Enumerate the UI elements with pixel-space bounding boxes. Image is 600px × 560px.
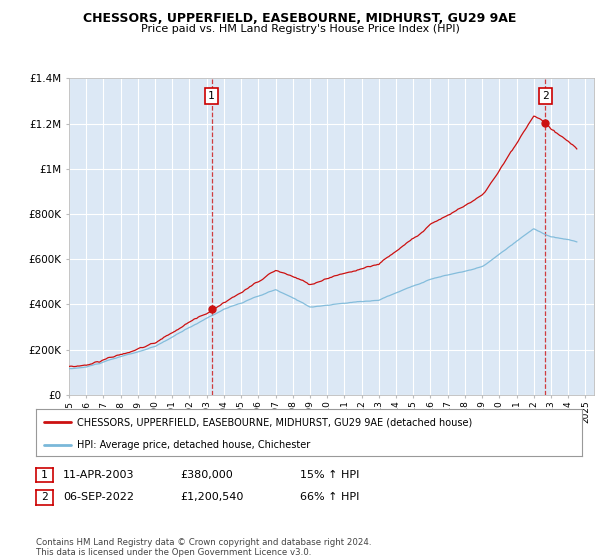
Text: 11-APR-2003: 11-APR-2003 (63, 470, 134, 480)
Text: 2: 2 (542, 91, 549, 101)
Text: CHESSORS, UPPERFIELD, EASEBOURNE, MIDHURST, GU29 9AE: CHESSORS, UPPERFIELD, EASEBOURNE, MIDHUR… (83, 12, 517, 25)
Text: £380,000: £380,000 (180, 470, 233, 480)
Text: CHESSORS, UPPERFIELD, EASEBOURNE, MIDHURST, GU29 9AE (detached house): CHESSORS, UPPERFIELD, EASEBOURNE, MIDHUR… (77, 417, 472, 427)
Text: 1: 1 (41, 470, 48, 480)
Text: Price paid vs. HM Land Registry's House Price Index (HPI): Price paid vs. HM Land Registry's House … (140, 24, 460, 34)
Text: 1: 1 (208, 91, 215, 101)
Text: 06-SEP-2022: 06-SEP-2022 (63, 492, 134, 502)
Text: 2: 2 (41, 492, 48, 502)
Text: 15% ↑ HPI: 15% ↑ HPI (300, 470, 359, 480)
Text: 66% ↑ HPI: 66% ↑ HPI (300, 492, 359, 502)
Text: HPI: Average price, detached house, Chichester: HPI: Average price, detached house, Chic… (77, 440, 310, 450)
Text: Contains HM Land Registry data © Crown copyright and database right 2024.
This d: Contains HM Land Registry data © Crown c… (36, 538, 371, 557)
Text: £1,200,540: £1,200,540 (180, 492, 244, 502)
